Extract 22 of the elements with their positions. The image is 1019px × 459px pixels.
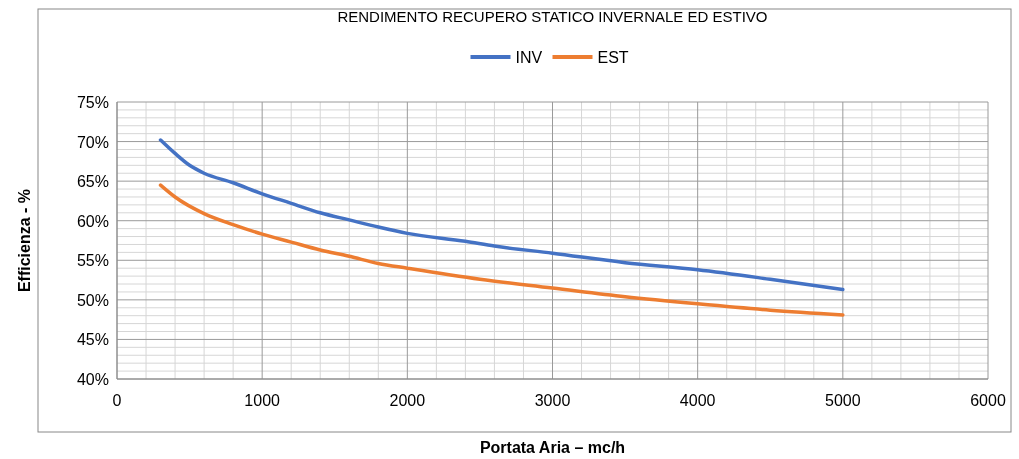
x-tick-label: 0 bbox=[112, 392, 122, 409]
y-tick-label: 50% bbox=[76, 291, 109, 309]
y-tick-label: 40% bbox=[76, 371, 109, 388]
x-axis-title: Portata Aria – mc/h bbox=[479, 439, 626, 456]
y-axis-title: Efficienza - % bbox=[16, 188, 33, 293]
legend-label: EST bbox=[597, 49, 629, 66]
x-tick-label: 4000 bbox=[679, 392, 716, 409]
y-tick-label: 75% bbox=[76, 94, 109, 111]
chart-title: RENDIMENTO RECUPERO STATICO INVERNALE ED ESTIVO bbox=[337, 8, 768, 25]
y-tick-label: 45% bbox=[76, 331, 109, 349]
legend-label: INV bbox=[515, 49, 543, 66]
y-tick-label: 55% bbox=[76, 252, 109, 270]
x-tick-label: 2000 bbox=[389, 392, 426, 409]
x-tick-label: 1000 bbox=[244, 392, 281, 409]
x-tick-label: 5000 bbox=[825, 392, 861, 409]
line-series bbox=[158, 183, 845, 317]
y-tick-label: 70% bbox=[76, 133, 109, 151]
y-tick-label: 65% bbox=[76, 173, 109, 191]
x-tick-label: 3000 bbox=[534, 392, 571, 409]
y-tick-label: 60% bbox=[76, 212, 109, 230]
line-series bbox=[158, 138, 845, 292]
x-tick-label: 6000 bbox=[970, 392, 1006, 409]
